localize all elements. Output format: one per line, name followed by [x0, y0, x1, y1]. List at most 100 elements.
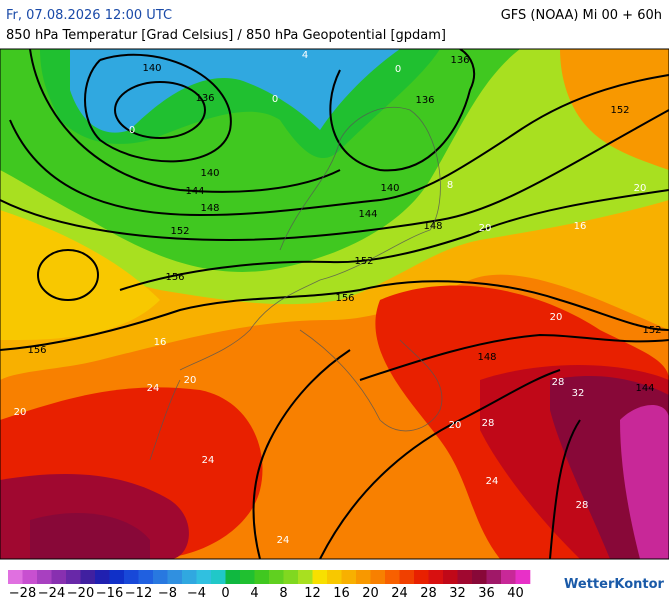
isotherm-label: 28 — [552, 377, 565, 388]
isotherm-label: 8 — [447, 180, 453, 191]
colorbar-swatch — [515, 570, 531, 584]
contour-label: 136 — [195, 93, 214, 104]
colorbar-swatch — [254, 570, 270, 584]
colorbar-swatch — [501, 570, 516, 584]
contour-label: 140 — [380, 183, 399, 194]
isotherm-label: 16 — [574, 221, 587, 232]
colorbar-swatch — [356, 570, 371, 584]
contour-label: 148 — [200, 203, 219, 214]
colorbar-tick-label: −12 — [125, 586, 152, 600]
colorbar-swatch — [95, 570, 110, 584]
contour-label: 156 — [165, 272, 184, 283]
colorbar-swatch — [327, 570, 342, 584]
isotherm-label: 20 — [449, 420, 462, 431]
contour-label: 148 — [477, 352, 496, 363]
contour-label: 152 — [610, 105, 629, 116]
isotherm-label: 0 — [272, 94, 278, 105]
colorbar-tick-label: 32 — [449, 586, 466, 600]
contour-label: 152 — [354, 256, 373, 267]
isotherm-label: 16 — [154, 337, 167, 348]
isotherm-label: 20 — [184, 375, 197, 386]
contour-label: 148 — [423, 221, 442, 232]
colorbar-swatch — [22, 570, 38, 584]
map — [0, 49, 669, 559]
isotherm-label: 28 — [482, 418, 495, 429]
contour-label: 152 — [170, 226, 189, 237]
colorbar-tick-label: 40 — [507, 586, 524, 600]
colorbar-swatch — [80, 570, 96, 584]
colorbar-swatch — [269, 570, 284, 584]
colorbar-swatch — [225, 570, 241, 584]
colorbar-swatch — [240, 570, 255, 584]
colorbar-swatch — [153, 570, 168, 584]
isotherm-label: 20 — [14, 407, 27, 418]
isotherm-label: 24 — [147, 383, 160, 394]
colorbar-swatch — [443, 570, 458, 584]
colorbar: −28 −24 −20 −16 −12 −8 −4 0 4 8 12 16 20 24 28 32 36 40 — [8, 570, 531, 601]
colorbar-tick-label: 12 — [304, 586, 321, 600]
colorbar-swatch — [457, 570, 473, 584]
colorbar-swatch — [196, 570, 212, 584]
colorbar-swatch — [124, 570, 139, 584]
isotherm-label: 28 — [576, 500, 589, 511]
isotherm-label: 20 — [479, 223, 492, 234]
colorbar-swatch — [298, 570, 313, 584]
subtitle: 850 hPa Temperatur [Grad Celsius] / 850 … — [6, 28, 446, 43]
colorbar-swatch — [414, 570, 429, 584]
colorbar-tick-label: −8 — [158, 586, 177, 600]
isotherm-label: 24 — [277, 535, 290, 546]
colorbar-swatch — [341, 570, 357, 584]
colorbar-swatch — [283, 570, 299, 584]
colorbar-tick-label: −20 — [67, 586, 94, 600]
colorbar-swatch — [211, 570, 226, 584]
colorbar-swatch — [182, 570, 197, 584]
contour-label: 140 — [200, 168, 219, 179]
isotherm-label: 24 — [486, 476, 499, 487]
isotherm-label: 20 — [550, 312, 563, 323]
contour-label: 144 — [358, 209, 377, 220]
isotherm-label: 20 — [634, 183, 647, 194]
colorbar-swatch — [312, 570, 328, 584]
colorbar-swatch — [109, 570, 125, 584]
colorbar-tick-label: −4 — [187, 586, 206, 600]
isotherm-label: 4 — [302, 50, 308, 61]
colorbar-tick-label: 24 — [391, 586, 408, 600]
colorbar-tick-label: 16 — [333, 586, 350, 600]
model-label: GFS (NOAA) Mi 00 + 60h — [501, 8, 662, 23]
colorbar-swatch — [399, 570, 415, 584]
contour-label: 140 — [142, 63, 161, 74]
contour-label: 152 — [642, 325, 661, 336]
colorbar-tick-label: 4 — [250, 586, 258, 600]
contour-label: 156 — [335, 293, 354, 304]
colorbar-swatch — [472, 570, 487, 584]
contour-label: 156 — [27, 345, 46, 356]
isotherm-label: 32 — [572, 388, 585, 399]
logo: WetterKontor — [564, 577, 665, 592]
colorbar-swatch — [66, 570, 81, 584]
contour-label: 136 — [415, 95, 434, 106]
colorbar-swatch — [167, 570, 183, 584]
colorbar-swatch — [51, 570, 67, 584]
colorbar-tick-label: 20 — [362, 586, 379, 600]
colorbar-swatch — [138, 570, 154, 584]
colorbar-swatch — [8, 570, 23, 584]
map-frame — [0, 48, 669, 560]
colorbar-swatch — [486, 570, 502, 584]
isotherm-label: 24 — [202, 455, 215, 466]
colorbar-tick-label: 0 — [221, 586, 229, 600]
colorbar-tick-label: −28 — [9, 586, 36, 600]
contour-label: 144 — [635, 383, 654, 394]
colorbar-tick-label: −24 — [38, 586, 65, 600]
colorbar-swatch — [37, 570, 52, 584]
colorbar-tick-label: 28 — [420, 586, 437, 600]
colorbar-tick-label: 36 — [478, 586, 495, 600]
colorbar-swatch — [385, 570, 400, 584]
colorbar-swatch — [370, 570, 386, 584]
colorbar-swatch — [428, 570, 444, 584]
contour-label: 144 — [185, 186, 204, 197]
colorbar-tick-label: 8 — [279, 586, 287, 600]
date-label: Fr, 07.08.2026 12:00 UTC — [6, 8, 172, 23]
isotherm-label: 0 — [395, 64, 401, 75]
colorbar-tick-label: −16 — [96, 586, 123, 600]
